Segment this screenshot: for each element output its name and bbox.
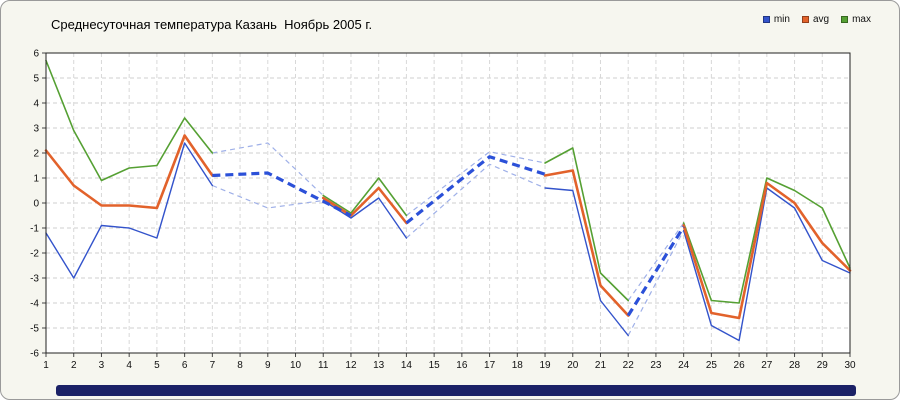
x-tick-label: 3 [99, 360, 105, 371]
y-tick-label: 2 [33, 149, 39, 160]
x-tick-label: 21 [595, 360, 607, 371]
y-tick-label: 4 [33, 99, 39, 110]
footer-bar [56, 385, 856, 396]
legend-swatch-avg [801, 16, 809, 23]
min-interpolated-line [627, 230, 685, 336]
legend: min avg max [762, 14, 871, 25]
y-tick-label: -6 [30, 349, 39, 360]
x-tick-label: 9 [265, 360, 271, 371]
avg-line [682, 181, 852, 320]
min-line [45, 142, 214, 279]
x-tick-label: 13 [373, 360, 385, 371]
x-tick-label: 29 [817, 360, 829, 371]
x-tick-label: 14 [401, 360, 413, 371]
avg-interpolated-line [405, 155, 546, 225]
x-tick-label: 28 [789, 360, 801, 371]
min-line [544, 187, 629, 337]
plot-border [45, 52, 851, 354]
legend-swatch-min [762, 16, 770, 23]
legend-label-max: max [852, 14, 871, 25]
y-tick-label: 5 [33, 74, 39, 85]
x-tick-label: 18 [512, 360, 524, 371]
x-tick-label: 22 [623, 360, 635, 371]
legend-item-avg: avg [801, 14, 830, 25]
y-tick-label: 3 [33, 124, 39, 135]
x-tick-label: 16 [456, 360, 468, 371]
max-line [544, 147, 630, 302]
legend-swatch-max [841, 16, 849, 23]
x-tick-label: 24 [678, 360, 690, 371]
x-tick-label: 17 [484, 360, 496, 371]
x-tick-label: 30 [844, 360, 856, 371]
x-tick-label: 5 [154, 360, 160, 371]
avg-interpolated-line [626, 225, 686, 317]
x-tick-label: 8 [237, 360, 243, 371]
x-tick-label: 25 [706, 360, 718, 371]
avg-line [44, 134, 214, 210]
y-tick-label: 1 [33, 174, 39, 185]
legend-label-avg: avg [812, 14, 830, 25]
max-interpolated-line [212, 142, 324, 196]
x-tick-label: 15 [429, 360, 441, 371]
x-tick-label: 23 [650, 360, 662, 371]
x-tick-label: 26 [734, 360, 746, 371]
y-tick-label: -4 [30, 299, 39, 310]
x-tick-label: 7 [210, 360, 216, 371]
chart-title: Среднесуточная температура Казань Ноябрь… [51, 17, 373, 32]
x-tick-label: 12 [345, 360, 357, 371]
avg-interpolated-line [212, 171, 352, 217]
x-tick-label: 11 [318, 360, 329, 371]
max-line [682, 177, 851, 304]
y-tick-label: -2 [30, 249, 39, 260]
max-line [45, 59, 214, 182]
y-tick-label: -3 [30, 274, 39, 285]
x-tick-label: 10 [290, 360, 302, 371]
x-tick-label: 27 [761, 360, 773, 371]
x-tick-label: 6 [182, 360, 188, 371]
avg-line [543, 169, 630, 317]
y-tick-label: 0 [33, 199, 39, 210]
x-tick-label: 1 [43, 360, 49, 371]
y-tick-label: -1 [30, 224, 39, 235]
max-interpolated-line [627, 222, 685, 301]
x-tick-label: 19 [539, 360, 551, 371]
x-tick-label: 20 [567, 360, 579, 371]
legend-label-min: min [773, 14, 790, 25]
y-tick-label: 6 [33, 49, 39, 60]
legend-item-max: max [841, 14, 871, 25]
x-tick-label: 4 [126, 360, 132, 371]
max-line [322, 177, 408, 217]
x-tick-label: 2 [71, 360, 77, 371]
y-tick-label: -5 [30, 324, 39, 335]
min-interpolated-line [212, 184, 324, 209]
min-interpolated-line [406, 163, 546, 239]
legend-item-min: min [762, 14, 790, 25]
